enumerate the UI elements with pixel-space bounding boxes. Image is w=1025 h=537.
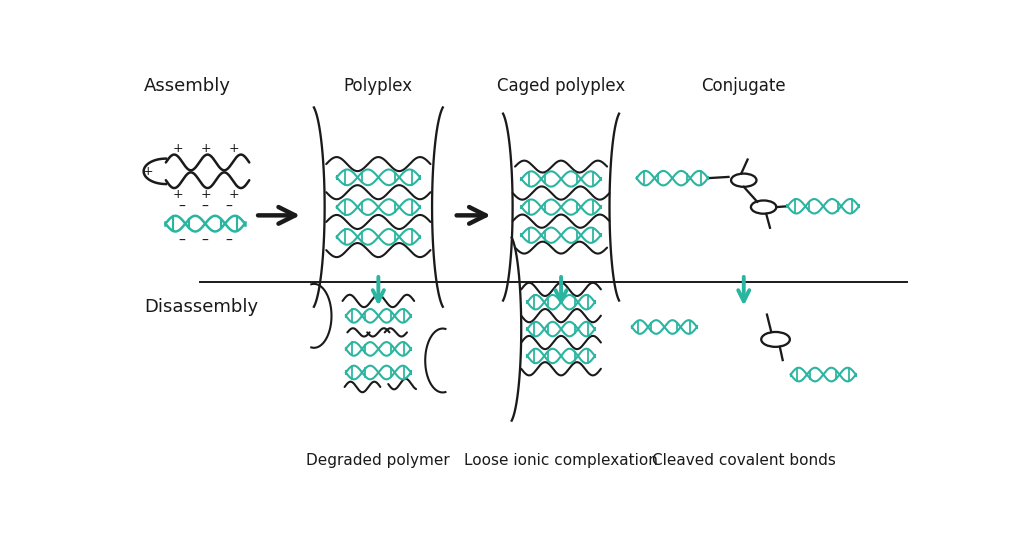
Text: –: – (178, 200, 184, 214)
Text: Cleaved covalent bonds: Cleaved covalent bonds (652, 453, 835, 468)
Text: –: – (202, 200, 209, 214)
Text: Polyplex: Polyplex (343, 77, 413, 95)
Text: +: + (173, 188, 183, 201)
Text: +: + (229, 188, 240, 201)
Text: –: – (226, 234, 233, 248)
Text: +: + (142, 165, 154, 178)
Text: Assembly: Assembly (144, 77, 231, 95)
Text: –: – (202, 234, 209, 248)
Text: Caged polyplex: Caged polyplex (497, 77, 625, 95)
Text: Disassembly: Disassembly (144, 298, 258, 316)
Text: Loose ionic complexation: Loose ionic complexation (464, 453, 658, 468)
Text: –: – (226, 200, 233, 214)
Text: +: + (229, 142, 240, 155)
Text: +: + (201, 142, 211, 155)
Text: +: + (173, 142, 183, 155)
Text: Conjugate: Conjugate (701, 77, 786, 95)
Text: Degraded polymer: Degraded polymer (306, 453, 450, 468)
Text: –: – (178, 234, 184, 248)
Text: +: + (201, 188, 211, 201)
